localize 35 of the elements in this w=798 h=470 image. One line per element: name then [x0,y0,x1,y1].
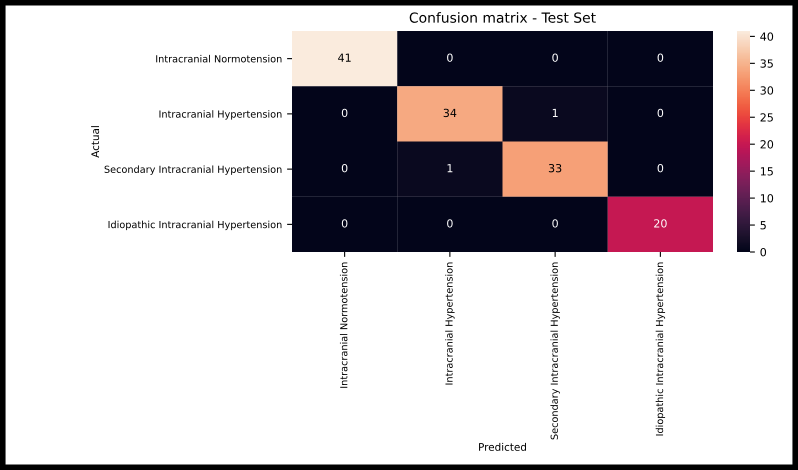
data-label: 20 [654,219,667,228]
y-tick-label: Intracranial Normotension [156,54,282,62]
x-axis-title: Predicted [479,442,526,451]
color-bar-label: 35 [760,59,773,68]
data-label: 0 [658,164,664,172]
data-label: 0 [552,219,558,228]
y-axis-title: Actual [91,126,100,158]
data-label: 33 [548,164,562,172]
color-bar-label: 15 [760,167,773,176]
data-label: 41 [338,54,351,62]
x-tick-label: Secondary Intracranial Hypertension [550,262,560,440]
data-label: 0 [447,53,453,62]
color-bar-label: 5 [760,221,766,230]
data-label: 0 [658,108,664,118]
data-label: 0 [447,219,453,228]
data-label: 0 [552,53,558,62]
chart-title: Confusion matrix - Test Set [410,12,596,23]
data-label: 1 [552,108,558,117]
color-bar-label: 30 [760,86,774,95]
data-label: 0 [658,53,664,62]
data-label: 0 [342,164,348,172]
color-bar-label: 20 [760,140,774,149]
data-label: 1 [448,164,452,172]
x-tick-label: Intracranial Hypertension [445,262,455,385]
y-tick-label: Intracranial Hypertension [159,110,282,120]
data-label: 0 [342,219,348,228]
data-label: 0 [342,108,348,118]
y-tick-label: Secondary Intracranial Hypertension [104,165,282,175]
color-bar-label: 0 [760,248,766,256]
color-bar-label: 25 [760,113,773,122]
data-label: 34 [444,108,456,118]
color-bar-label: 10 [760,194,774,202]
y-tick-label: Idiopathic Intracranial Hypertension [108,220,282,230]
x-tick-label: Idiopathic Intracranial Hypertension [656,262,666,436]
color-bar-label: 40 [760,32,774,41]
